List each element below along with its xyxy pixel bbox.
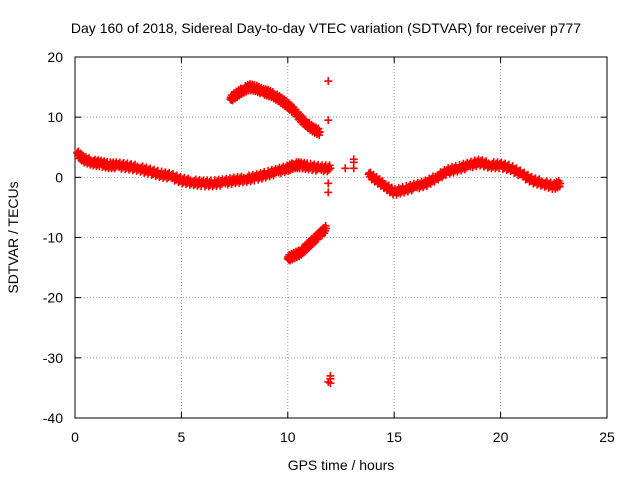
chart-title: Day 160 of 2018, Sidereal Day-to-day VTE…: [71, 20, 581, 36]
data-point: [315, 128, 324, 137]
data-point: [324, 116, 333, 125]
x-tick-label: 5: [178, 429, 186, 445]
y-tick-label: 20: [47, 49, 63, 65]
data-point: [556, 179, 565, 188]
data-point: [324, 77, 333, 86]
data-point: [326, 164, 335, 173]
data-point: [326, 371, 335, 380]
y-tick-label: -30: [43, 350, 63, 366]
y-tick-label: 10: [47, 109, 63, 125]
x-axis-label: GPS time / hours: [288, 457, 395, 473]
y-axis-label: SDTVAR / TECUs: [5, 181, 21, 293]
data-point: [349, 155, 358, 164]
data-points: [73, 77, 565, 388]
x-tick-label: 0: [71, 429, 79, 445]
y-tick-label: -40: [43, 410, 63, 426]
x-tick-label: 10: [280, 429, 296, 445]
data-point: [324, 188, 333, 197]
x-tick-label: 25: [599, 429, 615, 445]
y-tick-label: -20: [43, 290, 63, 306]
grid-lines: [75, 57, 607, 418]
data-point: [349, 164, 358, 173]
x-tick-label: 15: [386, 429, 402, 445]
x-tick-label: 20: [493, 429, 509, 445]
data-point: [326, 379, 335, 388]
axis-ticks: 0 5 10 15 20 25 -40 -30 -20 -10 0 10 20: [43, 49, 615, 445]
y-tick-label: -10: [43, 230, 63, 246]
data-point: [341, 164, 350, 173]
data-point: [324, 179, 333, 188]
y-tick-label: 0: [55, 169, 63, 185]
data-point: [322, 224, 331, 233]
plot-frame: [74, 56, 608, 419]
